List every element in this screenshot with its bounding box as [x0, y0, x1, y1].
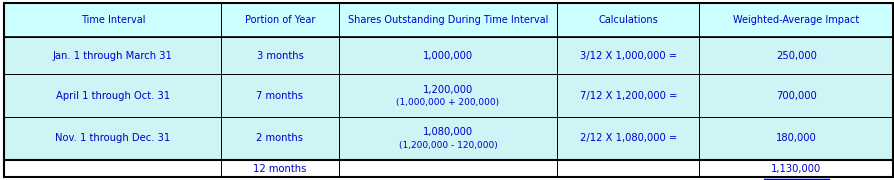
Text: Weighted-Average Impact: Weighted-Average Impact: [732, 15, 858, 25]
Bar: [338, 37, 557, 74]
Bar: [221, 37, 338, 74]
Text: Nov. 1 through Dec. 31: Nov. 1 through Dec. 31: [55, 133, 171, 143]
Text: 180,000: 180,000: [775, 133, 816, 143]
Bar: [699, 160, 892, 177]
Bar: [338, 74, 557, 117]
Text: 3 months: 3 months: [257, 51, 303, 60]
Text: 7 months: 7 months: [257, 91, 303, 101]
Text: (1,200,000 - 120,000): (1,200,000 - 120,000): [398, 141, 497, 150]
Bar: [4, 37, 221, 74]
Text: 1,200,000: 1,200,000: [422, 85, 473, 95]
Bar: [557, 37, 699, 74]
Bar: [699, 117, 892, 160]
Bar: [699, 3, 892, 37]
Text: 3/12 X 1,000,000 =: 3/12 X 1,000,000 =: [579, 51, 676, 60]
Bar: [221, 3, 338, 37]
Text: 1,080,000: 1,080,000: [423, 127, 473, 138]
Text: 7/12 X 1,200,000 =: 7/12 X 1,200,000 =: [579, 91, 676, 101]
Bar: [221, 117, 338, 160]
Text: 250,000: 250,000: [775, 51, 816, 60]
Text: 700,000: 700,000: [775, 91, 816, 101]
Text: 1,000,000: 1,000,000: [423, 51, 473, 60]
Text: April 1 through Oct. 31: April 1 through Oct. 31: [55, 91, 170, 101]
Text: Portion of Year: Portion of Year: [245, 15, 315, 25]
Bar: [4, 74, 221, 117]
Bar: [338, 117, 557, 160]
Text: 2 months: 2 months: [257, 133, 303, 143]
Text: 12 months: 12 months: [253, 164, 307, 174]
Text: 1,130,000: 1,130,000: [771, 164, 821, 174]
Bar: [557, 160, 699, 177]
Bar: [4, 117, 221, 160]
Text: Time Interval: Time Interval: [80, 15, 145, 25]
Bar: [4, 160, 221, 177]
Bar: [221, 160, 338, 177]
Text: Jan. 1 through March 31: Jan. 1 through March 31: [53, 51, 173, 60]
Bar: [699, 37, 892, 74]
Text: Calculations: Calculations: [598, 15, 657, 25]
Bar: [557, 3, 699, 37]
Bar: [4, 3, 221, 37]
Bar: [221, 74, 338, 117]
Text: 2/12 X 1,080,000 =: 2/12 X 1,080,000 =: [579, 133, 676, 143]
Text: (1,000,000 + 200,000): (1,000,000 + 200,000): [396, 98, 499, 107]
Text: Shares Outstanding During Time Interval: Shares Outstanding During Time Interval: [348, 15, 547, 25]
Bar: [557, 74, 699, 117]
Bar: [338, 160, 557, 177]
Bar: [557, 117, 699, 160]
Bar: [699, 74, 892, 117]
Bar: [338, 3, 557, 37]
